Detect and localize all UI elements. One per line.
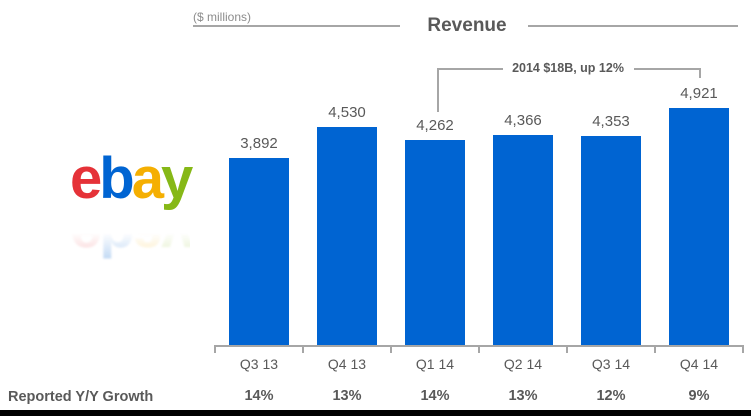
annotation-bracket-right-drop: [699, 68, 701, 78]
x-axis-category-label: Q3 13: [239, 356, 279, 372]
bar-value-label: 3,892: [240, 135, 278, 152]
bar-value-label: 4,921: [680, 85, 718, 102]
ebay-logo-word: ebay: [70, 150, 193, 208]
logo-letter-b: b: [99, 203, 132, 268]
annotation-bracket-left-drop: [437, 68, 439, 112]
logo-letter-a: a: [131, 146, 164, 211]
ebay-logo-reflection: ebay: [70, 203, 190, 268]
x-axis-category-label: Q4 14: [679, 356, 719, 372]
header-rule-right: [528, 25, 738, 27]
chart-title: Revenue: [427, 15, 507, 36]
bar-chart-plot: 3,892 4,530 4,262 4,366 4,353 4,921: [215, 0, 743, 347]
bar-value-label: 4,366: [504, 112, 542, 129]
bar: [405, 140, 465, 347]
annotation-bracket-right-arm: [634, 68, 700, 70]
growth-row-label: Reported Y/Y Growth: [8, 389, 154, 405]
logo-letter-e: e: [70, 203, 100, 268]
logo-letter-a: a: [131, 203, 161, 268]
x-axis-category-label: Q4 13: [327, 356, 367, 372]
x-axis-category-label: Q1 14: [415, 356, 455, 372]
growth-value: 9%: [688, 388, 710, 404]
growth-value: 14%: [420, 388, 450, 404]
logo-letter-b: b: [99, 146, 134, 211]
growth-value: 12%: [596, 388, 626, 404]
x-axis-category-label: Q3 14: [591, 356, 631, 372]
bar-column-q4-13: 4,530: [303, 0, 391, 347]
x-axis-tick: [214, 345, 216, 353]
growth-value: 14%: [244, 388, 274, 404]
bar: [493, 135, 553, 347]
bar: [229, 158, 289, 347]
bar: [669, 108, 729, 347]
annotation-text: 2014 $18B, up 12%: [512, 61, 624, 75]
ebay-logo: ebay ebay: [70, 150, 193, 269]
annotation-bracket-left-arm: [437, 68, 503, 70]
x-axis-category-label: Q2 14: [503, 356, 543, 372]
logo-letter-y: y: [160, 203, 191, 268]
logo-letter-y: y: [160, 146, 193, 211]
x-axis-tick: [478, 345, 480, 353]
bar-column-q1-14: 4,262: [391, 0, 479, 347]
bar: [317, 127, 377, 347]
growth-values-row: 14% 13% 14% 13% 12% 9%: [215, 388, 743, 404]
x-axis-category-row: Q3 13 Q4 13 Q1 14 Q2 14 Q3 14 Q4 14: [215, 356, 743, 372]
bar-column-q3-13: 3,892: [215, 0, 303, 347]
bar-value-label: 4,530: [328, 104, 366, 121]
growth-value: 13%: [332, 388, 362, 404]
logo-letter-e: e: [70, 146, 102, 211]
bar-column-q2-14: 4,366: [479, 0, 567, 347]
bar-value-label: 4,262: [416, 117, 454, 134]
footer-divider-bar: [0, 410, 751, 416]
x-axis-tick: [566, 345, 568, 353]
header-rule-left: [193, 25, 400, 27]
bar-value-label: 4,353: [592, 113, 630, 130]
bar-column-q4-14: 4,921: [655, 0, 743, 347]
bar-column-q3-14: 4,353: [567, 0, 655, 347]
bar: [581, 136, 641, 347]
units-label: ($ millions): [193, 10, 252, 24]
x-axis-tick: [654, 345, 656, 353]
growth-value: 13%: [508, 388, 538, 404]
x-axis-tick: [302, 345, 304, 353]
x-axis-tick: [742, 345, 744, 353]
x-axis-tick: [390, 345, 392, 353]
